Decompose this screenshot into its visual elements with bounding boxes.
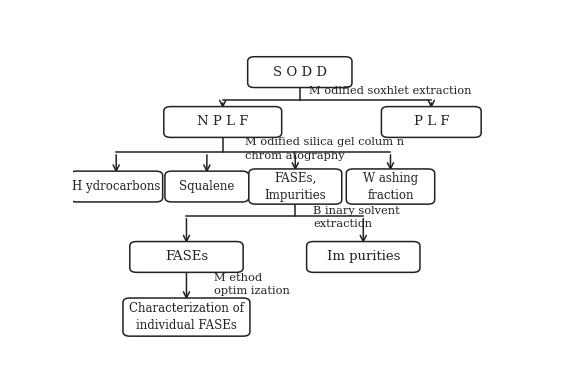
FancyBboxPatch shape xyxy=(70,171,163,202)
Text: M ethod
optim ization: M ethod optim ization xyxy=(214,273,290,296)
FancyBboxPatch shape xyxy=(247,57,352,88)
FancyBboxPatch shape xyxy=(249,169,342,204)
FancyBboxPatch shape xyxy=(165,171,249,202)
FancyBboxPatch shape xyxy=(346,169,435,204)
Text: FASEs: FASEs xyxy=(165,250,208,263)
Text: M odified soxhlet extraction: M odified soxhlet extraction xyxy=(309,86,472,96)
Text: Characterization of
individual FASEs: Characterization of individual FASEs xyxy=(129,302,244,332)
Text: W ashing
fraction: W ashing fraction xyxy=(363,171,418,202)
FancyBboxPatch shape xyxy=(307,242,420,272)
Text: P L F: P L F xyxy=(414,115,449,128)
Text: Im purities: Im purities xyxy=(326,250,400,263)
FancyBboxPatch shape xyxy=(381,107,481,138)
Text: N P L F: N P L F xyxy=(197,115,249,128)
Text: FASEs,
Impurities: FASEs, Impurities xyxy=(264,171,326,202)
FancyBboxPatch shape xyxy=(164,107,282,138)
FancyBboxPatch shape xyxy=(123,298,250,336)
Text: Squalene: Squalene xyxy=(179,180,235,193)
Text: H ydrocarbons: H ydrocarbons xyxy=(72,180,160,193)
Text: M odified silica gel colum n
chrom atography: M odified silica gel colum n chrom atogr… xyxy=(246,138,405,160)
Text: B inary solvent
extraction: B inary solvent extraction xyxy=(314,206,400,229)
Text: S O D D: S O D D xyxy=(273,66,327,78)
FancyBboxPatch shape xyxy=(130,242,243,272)
